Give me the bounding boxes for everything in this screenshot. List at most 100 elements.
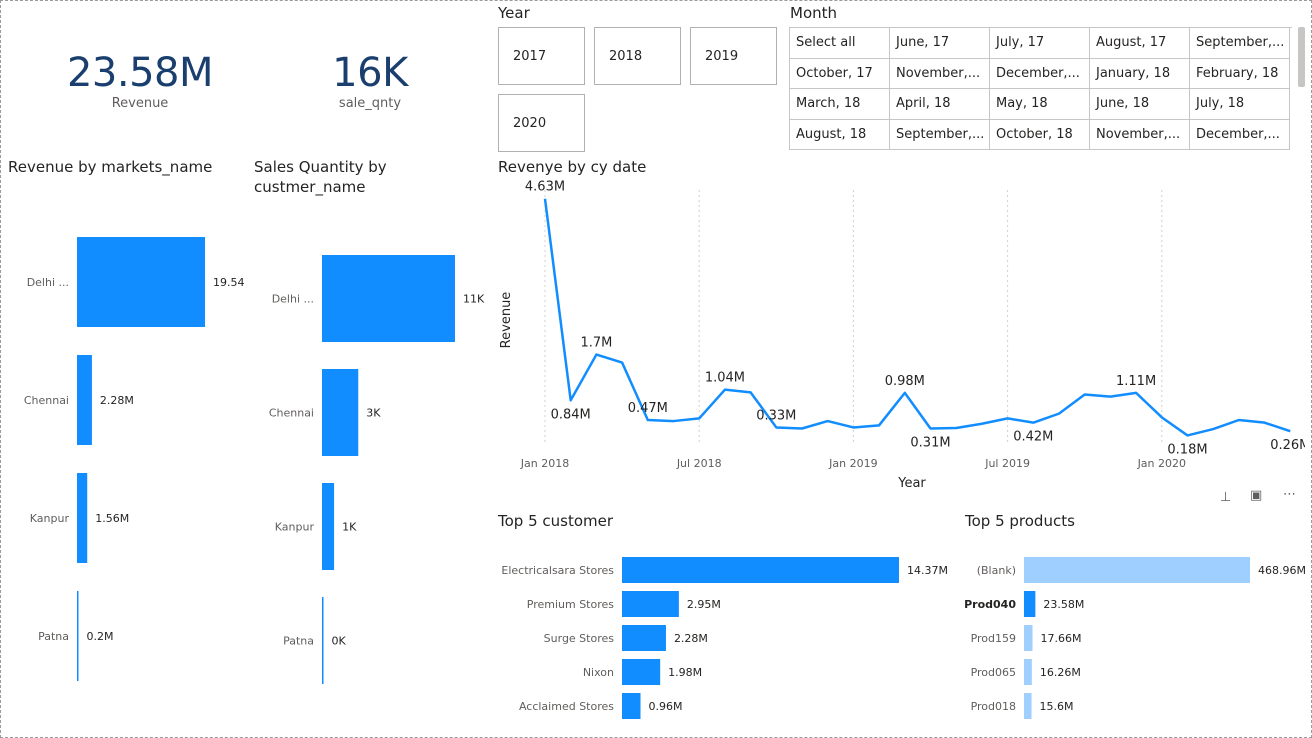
markets-chart-title: Revenue by markets_name [8, 158, 213, 176]
data-label: 1.98M [668, 666, 702, 679]
month-option[interactable]: November,... [890, 58, 990, 89]
x-tick-label: Jan 2018 [520, 457, 569, 470]
data-label: 11K [463, 293, 485, 306]
sale-qnty-card[interactable]: 16K sale_qnty [270, 50, 470, 130]
data-label: 23.58M [1043, 598, 1084, 611]
point-data-label: 0.98M [885, 374, 925, 389]
data-label: 1.56M [95, 512, 129, 525]
category-label: Kanpur [30, 512, 70, 525]
bar [1024, 591, 1036, 617]
point-data-label: 1.7M [580, 336, 612, 351]
data-label: 16.26M [1040, 666, 1081, 679]
focus-mode-icon[interactable]: ▣ [1250, 488, 1263, 503]
month-option[interactable]: Select all [790, 28, 890, 59]
category-label: Delhi ... [27, 276, 69, 289]
category-label: Nixon [583, 666, 614, 679]
point-data-label: 0.31M [910, 436, 950, 451]
month-option[interactable]: June, 18 [1090, 89, 1190, 120]
month-slicer-grid: Select all June, 17 July, 17 August, 17 Sept… [789, 27, 1292, 150]
point-data-label: 0.47M [628, 401, 668, 416]
bar [1024, 693, 1032, 719]
bar [322, 255, 455, 342]
point-data-label: 0.42M [1013, 430, 1053, 445]
category-label: Kanpur [275, 521, 315, 534]
month-option[interactable]: July, 18 [1190, 89, 1290, 120]
category-label: Chennai [269, 407, 314, 420]
month-option[interactable]: December,... [1190, 119, 1290, 150]
data-label: 15.6M [1040, 700, 1074, 713]
month-option[interactable]: August, 18 [790, 119, 890, 150]
data-label: 0K [332, 635, 347, 648]
bar [77, 591, 79, 681]
x-tick-label: Jul 2018 [676, 457, 722, 470]
filter-icon[interactable]: ⊥ [1220, 490, 1232, 505]
month-option[interactable]: September,... [1190, 28, 1290, 59]
point-data-label: 0.84M [551, 407, 591, 422]
bar [1024, 625, 1033, 651]
month-option[interactable]: February, 18 [1190, 58, 1290, 89]
month-option[interactable]: September,... [890, 119, 990, 150]
data-label: 2.95M [687, 598, 721, 611]
sale-qnty-value: 16K [332, 50, 408, 96]
year-option-2019[interactable]: 2019 [690, 27, 777, 85]
bar [77, 355, 92, 445]
category-label: Electricalsara Stores [501, 564, 614, 577]
month-slicer-title: Month [790, 4, 838, 22]
month-option[interactable]: December,... [990, 58, 1090, 89]
top-products-bar-chart[interactable]: (Blank) 468.96M Prod040 23.58M Prod159 17.66M… [960, 545, 1308, 730]
revenue-card[interactable]: 23.58M Revenue [40, 50, 240, 130]
revenue-line-chart[interactable]: Jan 2018 Jul 2018 Jan 2019 Jul 2019 Jan 2020… [490, 180, 1305, 495]
year-option-2017[interactable]: 2017 [498, 27, 585, 85]
revenue-series-line [543, 198, 1291, 437]
category-label: Patna [283, 635, 314, 648]
category-label: Premium Stores [527, 598, 615, 611]
year-option-2020[interactable]: 2020 [498, 94, 585, 152]
month-option[interactable]: November,... [1090, 119, 1190, 150]
data-label: 468.96M [1258, 564, 1306, 577]
markets-bar-chart[interactable]: Delhi ... 19.54M Chennai 2.28M Kanpur 1.56M Pa… [0, 210, 245, 700]
data-label: 0.96M [649, 700, 683, 713]
category-label: Delhi ... [272, 293, 314, 306]
bar [622, 693, 641, 719]
month-option[interactable]: April, 18 [890, 89, 990, 120]
month-option[interactable]: October, 17 [790, 58, 890, 89]
month-option[interactable]: May, 18 [990, 89, 1090, 120]
month-slicer-scrollbar[interactable] [1298, 27, 1305, 87]
month-option[interactable]: August, 17 [1090, 28, 1190, 59]
customers-qty-bar-chart[interactable]: Delhi ... 11K Chennai 3K Kanpur 1K Patna 0K [245, 220, 495, 700]
point-data-label: 1.04M [705, 371, 745, 386]
bar [77, 473, 88, 563]
bar [622, 557, 899, 583]
data-label: 3K [366, 407, 381, 420]
year-option-2018[interactable]: 2018 [594, 27, 681, 85]
x-tick-label: Jan 2020 [1137, 457, 1186, 470]
sale-qnty-label: sale_qnty [338, 96, 402, 111]
y-axis-title: Revenue [499, 292, 514, 349]
month-option[interactable]: July, 17 [990, 28, 1090, 59]
bar [622, 591, 679, 617]
more-options-icon[interactable]: ⋯ [1283, 487, 1296, 502]
category-label: Prod040 [964, 598, 1016, 611]
month-option[interactable]: October, 18 [990, 119, 1090, 150]
point-data-label: 0.33M [756, 408, 796, 423]
month-option[interactable]: March, 18 [790, 89, 890, 120]
data-label: 2.28M [674, 632, 708, 645]
bar [1024, 659, 1032, 685]
category-label: Prod065 [971, 666, 1016, 679]
point-data-label: 0.26M [1270, 438, 1305, 453]
bar [77, 237, 205, 327]
x-tick-label: Jul 2019 [984, 457, 1030, 470]
revenue-line-chart-title: Revenye by cy date [498, 158, 647, 176]
top-customers-bar-chart[interactable]: Electricalsara Stores 14.37M Premium Store… [490, 545, 955, 730]
data-label: 0.2M [87, 630, 114, 643]
category-label: Prod159 [971, 632, 1016, 645]
bar [622, 625, 666, 651]
data-label: 14.37M [907, 564, 948, 577]
bar [322, 597, 324, 684]
top-products-chart-title: Top 5 products [965, 512, 1075, 530]
month-option[interactable]: June, 17 [890, 28, 990, 59]
bar [322, 369, 359, 456]
point-data-label: 0.18M [1167, 442, 1207, 457]
point-data-label: 4.63M [525, 180, 565, 195]
month-option[interactable]: January, 18 [1090, 58, 1190, 89]
